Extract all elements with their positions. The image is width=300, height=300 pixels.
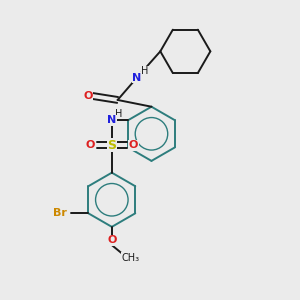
Text: H: H [141, 66, 149, 76]
Text: O: O [129, 140, 138, 150]
Text: Br: Br [53, 208, 67, 218]
Text: N: N [107, 115, 116, 125]
Text: S: S [107, 139, 116, 152]
Text: H: H [115, 109, 122, 119]
Text: O: O [83, 91, 93, 100]
Text: O: O [85, 140, 95, 150]
Text: O: O [107, 235, 116, 245]
Text: CH₃: CH₃ [121, 253, 139, 263]
Text: N: N [132, 73, 141, 83]
